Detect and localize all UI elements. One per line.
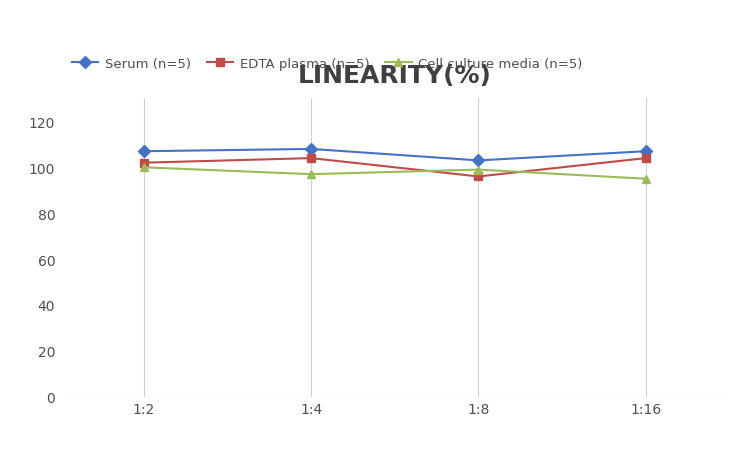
Title: LINEARITY(%): LINEARITY(%)	[298, 64, 492, 87]
Legend: Serum (n=5), EDTA plasma (n=5), Cell culture media (n=5): Serum (n=5), EDTA plasma (n=5), Cell cul…	[67, 52, 588, 76]
Cell culture media (n=5)	[641, 177, 650, 182]
Line: Serum (n=5): Serum (n=5)	[140, 145, 650, 165]
Cell culture media (n=5)	[474, 167, 483, 173]
Serum (n=5)	[139, 149, 148, 155]
EDTA plasma (n=5)	[307, 156, 316, 161]
Cell culture media (n=5)	[139, 165, 148, 170]
Cell culture media (n=5)	[307, 172, 316, 178]
EDTA plasma (n=5)	[139, 161, 148, 166]
EDTA plasma (n=5)	[474, 175, 483, 180]
Line: EDTA plasma (n=5): EDTA plasma (n=5)	[140, 155, 650, 181]
EDTA plasma (n=5)	[641, 156, 650, 161]
Line: Cell culture media (n=5): Cell culture media (n=5)	[140, 164, 650, 184]
Serum (n=5)	[474, 158, 483, 164]
Serum (n=5)	[641, 149, 650, 155]
Serum (n=5)	[307, 147, 316, 152]
